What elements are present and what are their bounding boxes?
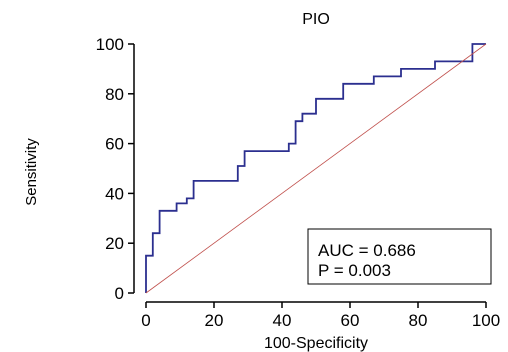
y-tick-label: 0	[115, 284, 124, 303]
roc-curve-line	[145, 43, 486, 293]
auc-legend-frame	[307, 228, 492, 285]
x-tick-label: 60	[341, 311, 360, 330]
y-tick-label: 80	[105, 85, 124, 104]
p-value-text: P = 0.003	[318, 261, 391, 280]
y-axis-label: Sensitivity	[23, 138, 40, 206]
x-tick-label: 80	[409, 311, 428, 330]
y-tick-label: 100	[96, 35, 124, 54]
auc-value-text: AUC = 0.686	[318, 241, 416, 260]
x-tick-label: 20	[205, 311, 224, 330]
series	[145, 43, 487, 294]
x-tick-label: 40	[273, 311, 292, 330]
auc-legend-box: AUC = 0.686 P = 0.003	[307, 228, 492, 285]
axes: 0 20 40 60 80 100 0 20 40 60 80 100	[96, 35, 501, 330]
x-axis-label: 100-Specificity	[264, 335, 368, 352]
chart-title: PIO	[302, 11, 330, 28]
y-tick-label: 60	[105, 135, 124, 154]
y-tick-label: 40	[105, 184, 124, 203]
x-tick-label: 100	[472, 311, 500, 330]
y-tick-label: 20	[105, 234, 124, 253]
x-tick-label: 0	[141, 311, 150, 330]
reference-diagonal-line	[145, 43, 487, 294]
